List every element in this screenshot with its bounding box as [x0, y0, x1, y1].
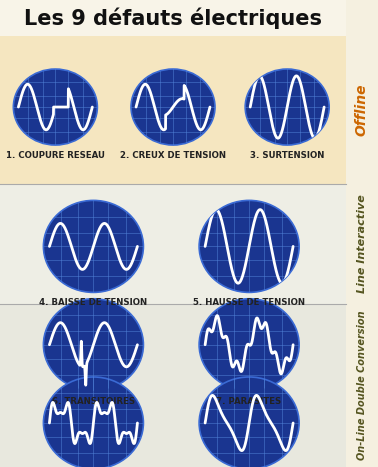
Text: 3. SURTENSION: 3. SURTENSION — [250, 151, 324, 160]
Ellipse shape — [199, 377, 299, 467]
Bar — [0, 304, 346, 467]
Text: 7. PARASITES: 7. PARASITES — [217, 397, 282, 406]
Bar — [346, 0, 378, 467]
Bar — [0, 36, 346, 184]
Ellipse shape — [43, 377, 143, 467]
Ellipse shape — [199, 299, 299, 391]
Bar — [0, 184, 346, 304]
Ellipse shape — [43, 200, 143, 292]
Ellipse shape — [199, 200, 299, 292]
Text: 1. COUPURE RESEAU: 1. COUPURE RESEAU — [6, 151, 105, 160]
Text: 2. CREUX DE TENSION: 2. CREUX DE TENSION — [120, 151, 226, 160]
Ellipse shape — [43, 299, 143, 391]
Ellipse shape — [13, 69, 98, 145]
Text: Les 9 défauts électriques: Les 9 défauts électriques — [24, 7, 322, 29]
Text: 5. HAUSSE DE TENSION: 5. HAUSSE DE TENSION — [193, 298, 305, 307]
Text: 4. BAISSE DE TENSION: 4. BAISSE DE TENSION — [39, 298, 147, 307]
Text: On-Line Double Conversion: On-Line Double Conversion — [357, 311, 367, 460]
Ellipse shape — [131, 69, 215, 145]
Ellipse shape — [245, 69, 329, 145]
Text: Offline: Offline — [355, 84, 369, 136]
Text: 6. TRANSITOIRES: 6. TRANSITOIRES — [52, 397, 135, 406]
Text: Line Interactive: Line Interactive — [357, 195, 367, 293]
